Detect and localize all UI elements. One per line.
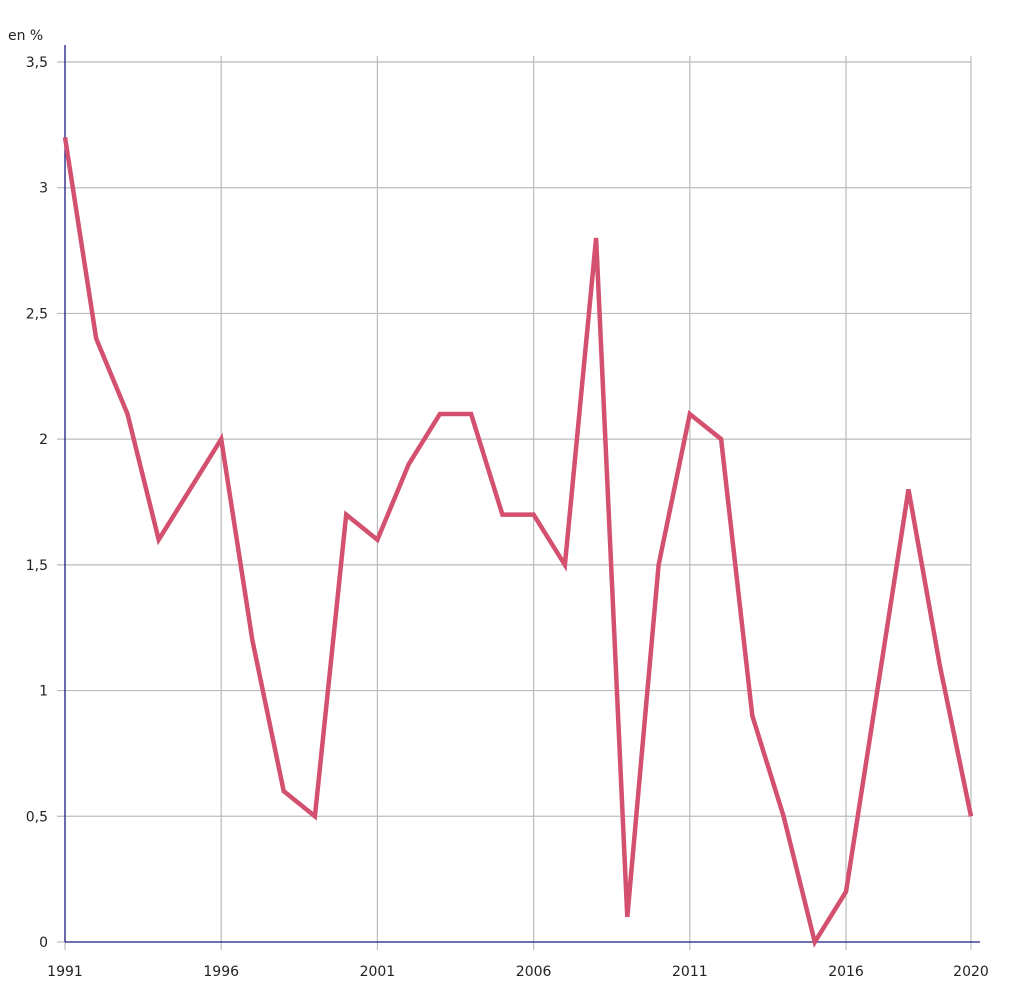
- y-tick-label: 0: [39, 935, 48, 951]
- y-axis-tick-labels: 0 0,5 1 1,5 2 2,5 3 3,5: [26, 55, 48, 951]
- y-tick-label: 1,5: [26, 558, 48, 574]
- grid-lines: [57, 56, 972, 950]
- y-tick-label: 0,5: [26, 809, 48, 825]
- y-axis-unit-label: en %: [8, 28, 43, 44]
- data-series-line: [62, 137, 974, 948]
- y-tick-label: 3,5: [26, 55, 48, 71]
- y-tick-label: 3: [39, 181, 48, 197]
- y-tick-label: 2: [39, 432, 48, 448]
- y-tick-label: 2,5: [26, 306, 48, 322]
- y-tick-label: 1: [39, 684, 48, 700]
- axes: [64, 45, 980, 943]
- x-tick-label: 1996: [203, 964, 239, 980]
- x-tick-label: 2020: [953, 964, 989, 980]
- x-tick-label: 2011: [672, 964, 708, 980]
- x-tick-label: 2001: [360, 964, 396, 980]
- x-tick-label: 2016: [828, 964, 864, 980]
- x-axis-tick-labels: 1991 1996 2001 2006 2011 2016 2020: [47, 964, 989, 980]
- x-tick-label: 2006: [516, 964, 552, 980]
- x-tick-label: 1991: [47, 964, 83, 980]
